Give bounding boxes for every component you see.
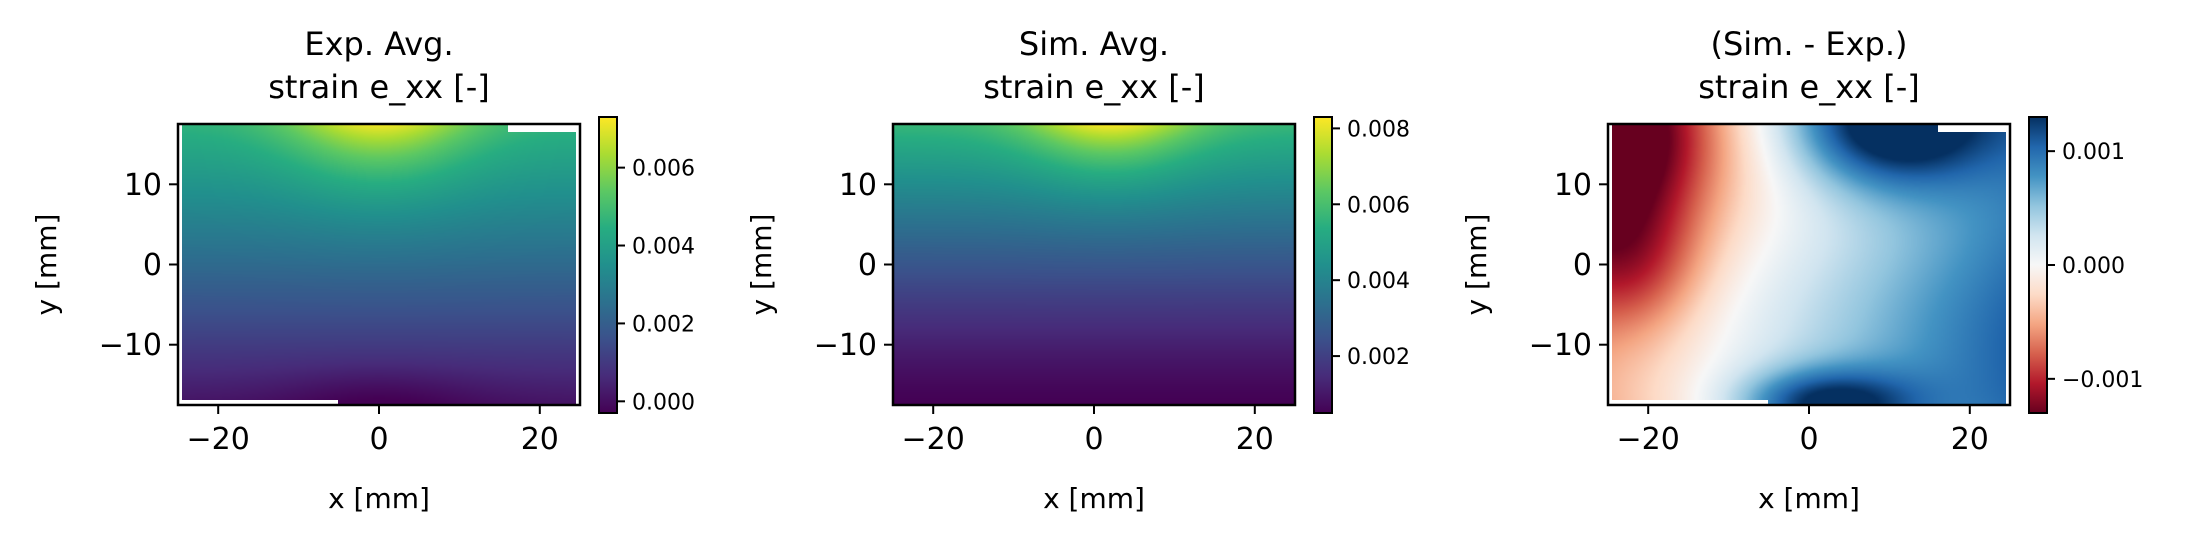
- x-tick-label: −20: [1617, 422, 1680, 457]
- colorbar-gradient: [1314, 117, 1332, 413]
- masked-region: [508, 124, 580, 132]
- heatmap-image: [178, 124, 580, 405]
- y-tick-label: 10: [1554, 168, 1592, 203]
- y-axis: −10 0 10 y [mm]: [745, 168, 893, 363]
- x-tick-label: −20: [187, 422, 250, 457]
- x-tick-label: 20: [1236, 422, 1274, 457]
- heatmap-image: [1608, 124, 2010, 405]
- colorbar-gradient: [2029, 117, 2047, 413]
- y-tick-label: −10: [99, 328, 162, 363]
- chart-title-line2: strain e_xx [-]: [1698, 68, 1920, 106]
- masked-region: [2006, 124, 2010, 405]
- masked-region: [178, 400, 338, 405]
- chart-title-line2: strain e_xx [-]: [268, 68, 490, 106]
- colorbar-tick-label: 0.002: [632, 312, 695, 337]
- x-axis-label: x [mm]: [1043, 482, 1145, 515]
- x-tick-label: 0: [1084, 422, 1103, 457]
- x-tick-label: 0: [1799, 422, 1818, 457]
- x-tick-label: 20: [521, 422, 559, 457]
- masked-region: [1608, 400, 1768, 405]
- y-axis: −10 0 10 y [mm]: [30, 168, 178, 363]
- x-tick-label: 0: [369, 422, 388, 457]
- colorbar-tick-label: −0.001: [2062, 368, 2143, 393]
- panel-exp-avg: Exp. Avg. strain e_xx [-] −20 0 20 x [mm…: [30, 25, 695, 515]
- chart-title-line1: Exp. Avg.: [304, 25, 453, 63]
- panel-difference: (Sim. - Exp.) strain e_xx [-] −20 0 20 x…: [1460, 25, 2143, 515]
- y-tick-label: −10: [814, 328, 877, 363]
- y-axis-label: y [mm]: [30, 214, 63, 316]
- colorbar-tick-label: 0.004: [1347, 269, 1410, 294]
- colorbar: 0.000 0.002 0.004 0.006: [598, 116, 695, 415]
- y-axis: −10 0 10 y [mm]: [1460, 168, 1608, 363]
- colorbar-frame: [598, 116, 618, 414]
- y-tick-label: 10: [839, 168, 877, 203]
- masked-region: [576, 124, 580, 405]
- chart-title-line1: (Sim. - Exp.): [1710, 25, 1907, 63]
- colorbar-tick-label: 0.000: [632, 390, 695, 415]
- colorbar: 0.002 0.004 0.006 0.008: [1313, 116, 1410, 414]
- x-axis: −20 0 20 x [mm]: [1617, 405, 1989, 515]
- x-axis-label: x [mm]: [328, 482, 430, 515]
- x-tick-label: −20: [902, 422, 965, 457]
- colorbar-gradient: [599, 117, 617, 413]
- y-tick-label: 0: [1573, 248, 1592, 283]
- colorbar-tick-label: 0.006: [632, 157, 695, 182]
- y-tick-label: 10: [124, 168, 162, 203]
- chart-title-line1: Sim. Avg.: [1019, 25, 1169, 63]
- colorbar-tick-label: 0.004: [632, 235, 695, 260]
- colorbar-tick-label: 0.000: [2062, 254, 2125, 279]
- y-tick-label: 0: [143, 248, 162, 283]
- colorbar-frame: [1313, 116, 1333, 414]
- panel-sim-avg: Sim. Avg. strain e_xx [-] −20 0 20 x [mm…: [745, 25, 1410, 515]
- x-axis-label: x [mm]: [1758, 482, 1860, 515]
- chart-title-line2: strain e_xx [-]: [983, 68, 1205, 106]
- y-axis-label: y [mm]: [1460, 214, 1493, 316]
- colorbar: −0.001 0.000 0.001: [2028, 116, 2143, 414]
- y-tick-label: −10: [1529, 328, 1592, 363]
- masked-region: [1938, 124, 2010, 132]
- colorbar-tick-label: 0.001: [2062, 140, 2125, 165]
- colorbar-tick-label: 0.006: [1347, 193, 1410, 218]
- y-tick-label: 0: [858, 248, 877, 283]
- heatmap-image: [893, 124, 1295, 405]
- x-axis: −20 0 20 x [mm]: [187, 405, 559, 515]
- colorbar-tick-label: 0.002: [1347, 345, 1410, 370]
- y-axis-label: y [mm]: [745, 214, 778, 316]
- masked-region: [178, 124, 182, 405]
- masked-region: [1608, 124, 1612, 405]
- x-axis: −20 0 20 x [mm]: [902, 405, 1274, 515]
- colorbar-tick-label: 0.008: [1347, 117, 1410, 142]
- x-tick-label: 20: [1951, 422, 1989, 457]
